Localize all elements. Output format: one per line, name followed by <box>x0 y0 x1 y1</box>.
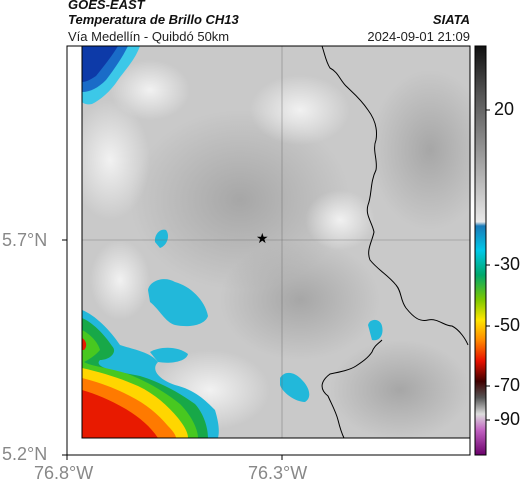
location-label: Vía Medellín - Quibdó 50km <box>68 29 230 44</box>
lat-tick-5-7: 5.7°N <box>2 230 48 250</box>
lon-tick-76-3: 76.3°W <box>248 463 308 483</box>
map-area <box>70 46 490 440</box>
colorbar-tick-minus70: -70 <box>494 375 521 395</box>
datetime-label: 2024-09-01 21:09 <box>367 29 470 44</box>
colorbar-tick-minus90: -90 <box>494 409 521 429</box>
cold-cloud-top-left <box>82 46 140 105</box>
plot-frame <box>66 45 471 456</box>
admin-border <box>321 45 469 439</box>
convective-core <box>82 310 219 438</box>
colorbar-tick-minus30: -30 <box>494 254 521 274</box>
colorbar <box>474 45 487 456</box>
colorbar-tick-20: 20 <box>494 99 515 119</box>
cold-cloud-patches <box>148 229 383 402</box>
lon-tick-76-8: 76.8°W <box>34 463 94 483</box>
satellite-source: GOES-EAST <box>68 0 145 12</box>
star-marker: ★ <box>256 230 269 246</box>
product-title: Temperatura de Brillo CH13 <box>68 12 239 27</box>
colorbar-tick-minus50: -50 <box>494 315 521 335</box>
lat-tick-5-2: 5.2°N <box>2 444 48 464</box>
organization: SIATA <box>432 12 470 27</box>
